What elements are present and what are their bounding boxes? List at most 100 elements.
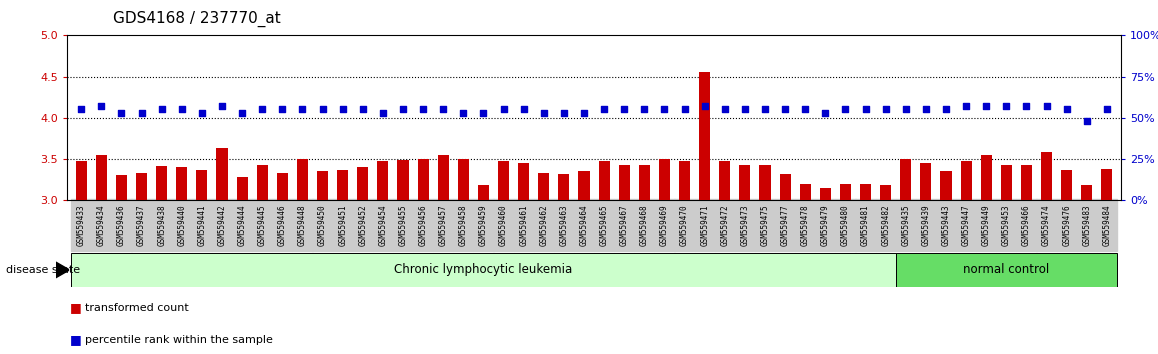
Point bbox=[434, 107, 453, 112]
Point bbox=[735, 107, 754, 112]
Bar bbox=[478, 185, 489, 200]
Point bbox=[192, 110, 211, 116]
Text: percentile rank within the sample: percentile rank within the sample bbox=[85, 335, 272, 345]
Point bbox=[413, 107, 432, 112]
Point bbox=[454, 110, 472, 116]
Point bbox=[816, 110, 835, 116]
Bar bbox=[1001, 165, 1012, 200]
Point bbox=[655, 107, 674, 112]
Bar bbox=[739, 165, 750, 200]
Point bbox=[574, 110, 593, 116]
Point bbox=[353, 107, 372, 112]
Point bbox=[293, 107, 312, 112]
Bar bbox=[579, 171, 589, 200]
Bar bbox=[880, 185, 892, 200]
Bar bbox=[895, 253, 1117, 287]
Bar bbox=[156, 166, 167, 200]
Bar bbox=[358, 167, 368, 200]
Point bbox=[977, 103, 996, 109]
Bar bbox=[378, 161, 388, 200]
Point bbox=[394, 107, 412, 112]
Point bbox=[756, 107, 775, 112]
Bar bbox=[75, 160, 87, 200]
Point bbox=[374, 110, 393, 116]
Bar bbox=[779, 174, 791, 200]
Point bbox=[776, 107, 794, 112]
Bar bbox=[71, 253, 895, 287]
Bar bbox=[599, 161, 609, 200]
Text: ■: ■ bbox=[69, 333, 81, 346]
Point bbox=[675, 107, 694, 112]
Bar bbox=[840, 183, 851, 200]
Bar bbox=[217, 148, 227, 200]
Bar bbox=[961, 160, 972, 200]
Bar bbox=[296, 159, 308, 200]
Point bbox=[836, 107, 855, 112]
Bar bbox=[921, 163, 931, 200]
Text: GDS4168 / 237770_at: GDS4168 / 237770_at bbox=[113, 11, 280, 27]
Bar bbox=[1021, 165, 1032, 200]
Point bbox=[877, 107, 895, 112]
Bar bbox=[699, 73, 710, 200]
Bar bbox=[317, 171, 328, 200]
Point bbox=[1057, 107, 1076, 112]
Bar bbox=[257, 165, 267, 200]
Bar bbox=[1101, 169, 1113, 200]
Text: Chronic lymphocytic leukemia: Chronic lymphocytic leukemia bbox=[395, 263, 572, 276]
Bar bbox=[618, 165, 630, 200]
Bar bbox=[1082, 185, 1092, 200]
Point bbox=[1038, 103, 1056, 109]
Point bbox=[716, 107, 734, 112]
Point bbox=[314, 107, 332, 112]
Bar bbox=[116, 175, 127, 200]
Bar bbox=[1041, 152, 1053, 200]
Bar bbox=[1061, 170, 1072, 200]
Bar bbox=[719, 161, 731, 200]
Point bbox=[937, 107, 955, 112]
Bar bbox=[397, 160, 409, 200]
Bar bbox=[418, 159, 428, 200]
Point bbox=[1077, 118, 1095, 124]
Bar bbox=[981, 155, 991, 200]
Point bbox=[213, 103, 232, 109]
Point bbox=[153, 107, 171, 112]
Point bbox=[173, 107, 191, 112]
Bar bbox=[639, 165, 650, 200]
Text: transformed count: transformed count bbox=[85, 303, 189, 313]
Bar bbox=[860, 183, 871, 200]
Point bbox=[474, 110, 492, 116]
Bar bbox=[679, 161, 690, 200]
Point bbox=[896, 107, 915, 112]
Bar bbox=[438, 155, 449, 200]
Point bbox=[615, 107, 633, 112]
Bar bbox=[659, 159, 670, 200]
Bar bbox=[760, 165, 770, 200]
Point bbox=[112, 110, 131, 116]
Bar bbox=[337, 170, 349, 200]
Point bbox=[917, 107, 936, 112]
Point bbox=[696, 103, 714, 109]
Point bbox=[252, 107, 271, 112]
Point bbox=[535, 110, 554, 116]
Bar bbox=[538, 173, 549, 200]
Bar bbox=[518, 163, 529, 200]
Bar bbox=[176, 167, 188, 200]
Point bbox=[514, 107, 533, 112]
Bar bbox=[558, 174, 570, 200]
Text: normal control: normal control bbox=[963, 263, 1049, 276]
Point bbox=[635, 107, 653, 112]
Point bbox=[93, 103, 111, 109]
Bar bbox=[940, 171, 952, 200]
Point bbox=[494, 107, 513, 112]
Bar bbox=[800, 183, 811, 200]
Bar bbox=[498, 160, 510, 200]
Bar bbox=[135, 173, 147, 200]
Point bbox=[796, 107, 814, 112]
Bar bbox=[900, 159, 911, 200]
Bar bbox=[820, 188, 830, 200]
Point bbox=[957, 103, 975, 109]
Point bbox=[334, 107, 352, 112]
Point bbox=[997, 103, 1016, 109]
Bar bbox=[197, 170, 207, 200]
Point bbox=[1098, 107, 1116, 112]
